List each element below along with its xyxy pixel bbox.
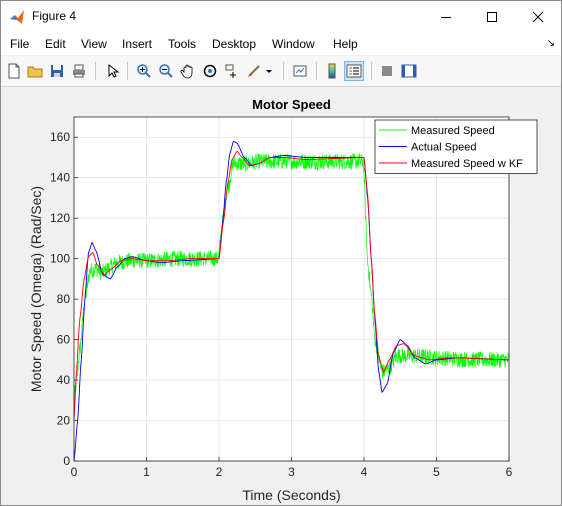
x-tick-label: 2 — [216, 465, 223, 479]
legend[interactable]: Measured Speed Actual Speed Measured Speed… — [374, 119, 538, 174]
brush-dropdown[interactable] — [264, 61, 274, 81]
chart-title: Motor Speed — [252, 97, 331, 112]
menu-insert[interactable]: Insert — [122, 37, 153, 51]
x-tick-label: 6 — [506, 465, 513, 479]
y-tick-label: 120 — [50, 211, 70, 225]
legend-entry: Measured Speed — [411, 125, 495, 137]
y-tick-label: 40 — [57, 373, 71, 387]
brush-button[interactable] — [244, 61, 264, 81]
menu-file[interactable]: File — [10, 37, 30, 51]
legend-icon — [346, 64, 362, 78]
matlab-icon — [10, 10, 24, 24]
minimize-button[interactable] — [423, 1, 469, 33]
brush-icon — [248, 65, 260, 77]
open-file-button[interactable] — [25, 61, 45, 81]
y-tick-label: 160 — [50, 130, 70, 144]
show-plot-tools-button[interactable] — [399, 61, 419, 81]
zoom-out-button[interactable] — [156, 61, 176, 81]
toolbar-separator — [95, 62, 96, 80]
zoom-in-button[interactable] — [134, 61, 154, 81]
window-title: Figure 4 — [32, 9, 77, 23]
pan-button[interactable] — [178, 61, 198, 81]
edit-plot-button[interactable] — [103, 61, 123, 81]
menu-edit[interactable]: Edit — [45, 37, 66, 51]
y-tick-label: 140 — [50, 171, 70, 185]
new-figure-button[interactable] — [4, 61, 24, 81]
y-tick-label: 80 — [57, 292, 71, 306]
edit-plot-arrow-icon — [108, 63, 120, 78]
dock-arrow-icon[interactable]: ↘ — [546, 38, 555, 49]
data-cursor-button[interactable] — [222, 61, 242, 81]
series-line-measured-speed — [73, 153, 510, 402]
menu-bar: File Edit View Insert Tools Desktop Wind… — [1, 33, 561, 55]
maximize-icon — [487, 12, 497, 22]
close-button[interactable] — [515, 1, 561, 33]
colorbar-icon — [328, 63, 336, 79]
print-button[interactable] — [69, 61, 89, 81]
rotate-3d-button[interactable] — [200, 61, 220, 81]
y-tick-label: 0 — [63, 454, 70, 468]
figure-toolbar — [1, 56, 561, 87]
data-cursor-icon — [225, 64, 236, 78]
x-tick-label: 4 — [361, 465, 368, 479]
save-icon — [51, 65, 63, 77]
x-ticks: 0 1 2 3 4 5 6 — [71, 457, 513, 479]
save-button[interactable] — [47, 61, 67, 81]
menu-view[interactable]: View — [81, 37, 107, 51]
zoom-out-icon — [159, 64, 173, 78]
toolbar-separator — [283, 62, 284, 80]
show-plot-tools-icon — [401, 64, 417, 78]
chevron-down-icon — [266, 70, 272, 73]
x-tick-label: 5 — [433, 465, 440, 479]
series-layer — [73, 140, 510, 462]
hide-plot-tools-icon — [382, 66, 392, 76]
series-line-measured-speed-w-kf — [73, 150, 509, 421]
legend-button[interactable] — [344, 61, 364, 81]
menu-help[interactable]: Help — [333, 37, 358, 51]
toolbar-separator — [371, 62, 372, 80]
y-tick-label: 60 — [57, 333, 71, 347]
link-plot-icon — [293, 65, 307, 77]
pan-hand-icon — [180, 64, 193, 79]
toolbar-separator — [316, 62, 317, 80]
maximize-button[interactable] — [469, 1, 515, 33]
legend-entry: Actual Speed — [411, 142, 476, 154]
close-icon — [532, 11, 544, 23]
new-figure-icon — [8, 63, 20, 79]
minimize-icon — [441, 17, 451, 18]
chart: 0 1 2 3 4 5 6 0 20 40 60 80 100 120 140 160 Motor Spee… — [28, 97, 538, 503]
link-plot-button[interactable] — [290, 61, 310, 81]
y-ticks: 0 20 40 60 80 100 120 140 160 — [50, 130, 78, 468]
y-tick-label: 20 — [57, 414, 71, 428]
y-axis-label: Motor Speed (Omega) (Rad/Sec) — [28, 186, 44, 392]
zoom-in-icon — [137, 64, 151, 78]
menu-tools[interactable]: Tools — [168, 37, 197, 51]
y-tick-label: 100 — [50, 252, 70, 266]
toolbar-separator — [127, 62, 128, 80]
x-tick-label: 1 — [143, 465, 150, 479]
rotate-3d-icon — [203, 64, 217, 78]
figure-canvas: 0 1 2 3 4 5 6 0 20 40 60 80 100 120 140 160 Motor Spee… — [1, 87, 561, 505]
x-tick-label: 0 — [71, 465, 78, 479]
x-axis-label: Time (Seconds) — [242, 487, 340, 503]
print-icon — [73, 64, 85, 78]
open-file-icon — [27, 66, 43, 78]
legend-entry: Measured Speed w KF — [411, 158, 523, 170]
hide-plot-tools-button[interactable] — [377, 61, 397, 81]
colorbar-button[interactable] — [322, 61, 342, 81]
menu-desktop[interactable]: Desktop — [212, 37, 257, 51]
x-tick-label: 3 — [288, 465, 295, 479]
menu-window[interactable]: Window — [272, 37, 315, 51]
title-bar[interactable]: Figure 4 — [1, 1, 561, 33]
